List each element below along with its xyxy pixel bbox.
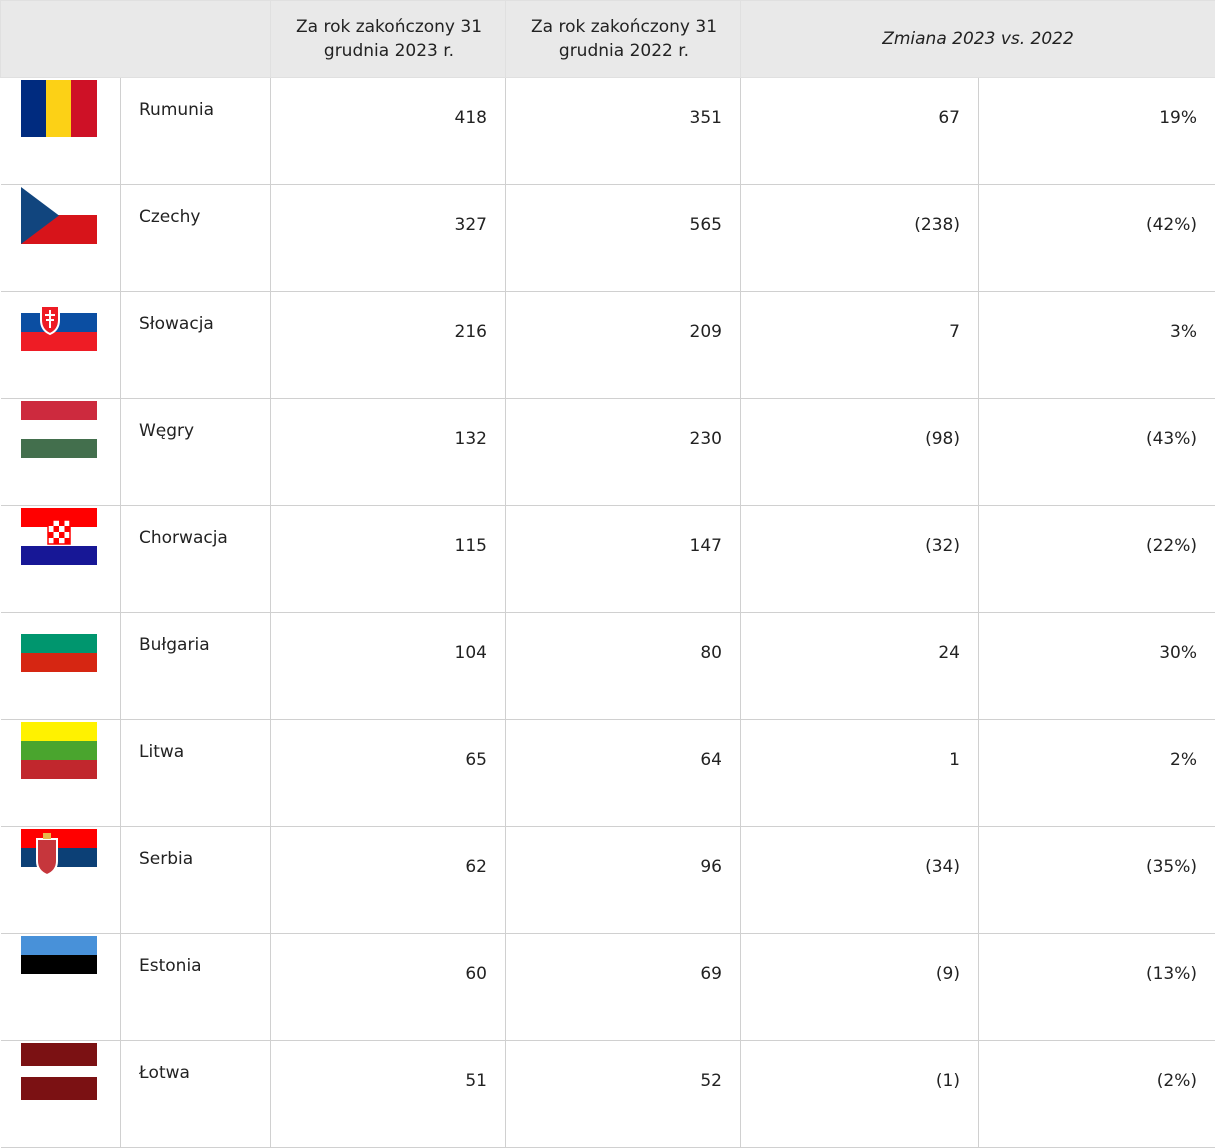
value-cell: 67 <box>741 78 979 185</box>
header-cell: Za rok zakończony 31 grudnia 2022 r. <box>506 1 741 78</box>
value-cell: (9) <box>741 934 979 1041</box>
page: Za rok zakończony 31 grudnia 2023 r. Za … <box>0 0 1215 848</box>
flag <box>21 829 97 886</box>
header-cell: Zmiana 2023 vs. 2022 <box>741 1 1215 78</box>
country-name: Czechy <box>121 185 271 292</box>
value-cell: 19% <box>979 78 1215 185</box>
flag-cell <box>1 827 121 934</box>
country-name: Rumunia <box>121 78 271 185</box>
header-cell: Za rok zakończony 31 grudnia 2023 r. <box>271 1 506 78</box>
flag <box>21 936 97 993</box>
value-cell: (42%) <box>979 185 1215 292</box>
flag-cell <box>1 185 121 292</box>
value-cell: 51 <box>271 1041 506 1148</box>
flag-cell <box>1 613 121 720</box>
value-cell: (1) <box>741 1041 979 1148</box>
value-cell: 52 <box>506 1041 741 1148</box>
value-cell: 565 <box>506 185 741 292</box>
flag-cell <box>1 78 121 185</box>
value-cell: 7 <box>741 292 979 399</box>
value-cell: (2%) <box>979 1041 1215 1148</box>
value-cell: 24 <box>741 613 979 720</box>
value-cell: 327 <box>271 185 506 292</box>
value-cell: 3% <box>979 292 1215 399</box>
value-cell: (34) <box>741 827 979 934</box>
country-name: Bułgaria <box>121 613 271 720</box>
flag <box>21 722 97 779</box>
value-cell: (13%) <box>979 934 1215 1041</box>
table-header: Za rok zakończony 31 grudnia 2023 r. Za … <box>1 1 1215 78</box>
country-name: Węgry <box>121 399 271 506</box>
value-cell: 418 <box>271 78 506 185</box>
flag-cell <box>1 292 121 399</box>
country-name: Łotwa <box>121 1041 271 1148</box>
flag-cell <box>1 934 121 1041</box>
value-cell: 62 <box>271 827 506 934</box>
value-cell: (32) <box>741 506 979 613</box>
value-cell: 1 <box>741 720 979 827</box>
value-cell: 115 <box>271 506 506 613</box>
value-cell: 80 <box>506 613 741 720</box>
value-cell: 132 <box>271 399 506 506</box>
value-cell: 104 <box>271 613 506 720</box>
value-cell: (22%) <box>979 506 1215 613</box>
value-cell: 2% <box>979 720 1215 827</box>
country-name: Estonia <box>121 934 271 1041</box>
flag-cell <box>1 1041 121 1148</box>
value-cell: 147 <box>506 506 741 613</box>
flag <box>21 187 97 244</box>
flag <box>21 508 97 565</box>
flag <box>21 294 97 351</box>
flag <box>21 1043 97 1100</box>
country-name: Chorwacja <box>121 506 271 613</box>
flag <box>21 80 97 137</box>
value-cell: 96 <box>506 827 741 934</box>
value-cell: 60 <box>271 934 506 1041</box>
country-name: Słowacja <box>121 292 271 399</box>
value-cell: 209 <box>506 292 741 399</box>
flag <box>21 615 97 672</box>
value-cell: 30% <box>979 613 1215 720</box>
country-name: Serbia <box>121 827 271 934</box>
header-text: Za rok zakończony 31 grudnia 2023 r. <box>289 15 489 63</box>
country-name: Litwa <box>121 720 271 827</box>
value-cell: 216 <box>271 292 506 399</box>
value-cell: 69 <box>506 934 741 1041</box>
value-cell: (238) <box>741 185 979 292</box>
value-cell: (43%) <box>979 399 1215 506</box>
header-blank <box>1 1 271 78</box>
value-cell: (35%) <box>979 827 1215 934</box>
value-cell: 65 <box>271 720 506 827</box>
value-cell: 64 <box>506 720 741 827</box>
flag-cell <box>1 720 121 827</box>
value-cell: 230 <box>506 399 741 506</box>
value-cell: (98) <box>741 399 979 506</box>
value-cell: 351 <box>506 78 741 185</box>
flag-cell <box>1 506 121 613</box>
flag-cell <box>1 399 121 506</box>
flag <box>21 401 97 458</box>
header-text: Za rok zakończony 31 grudnia 2022 r. <box>524 15 724 63</box>
